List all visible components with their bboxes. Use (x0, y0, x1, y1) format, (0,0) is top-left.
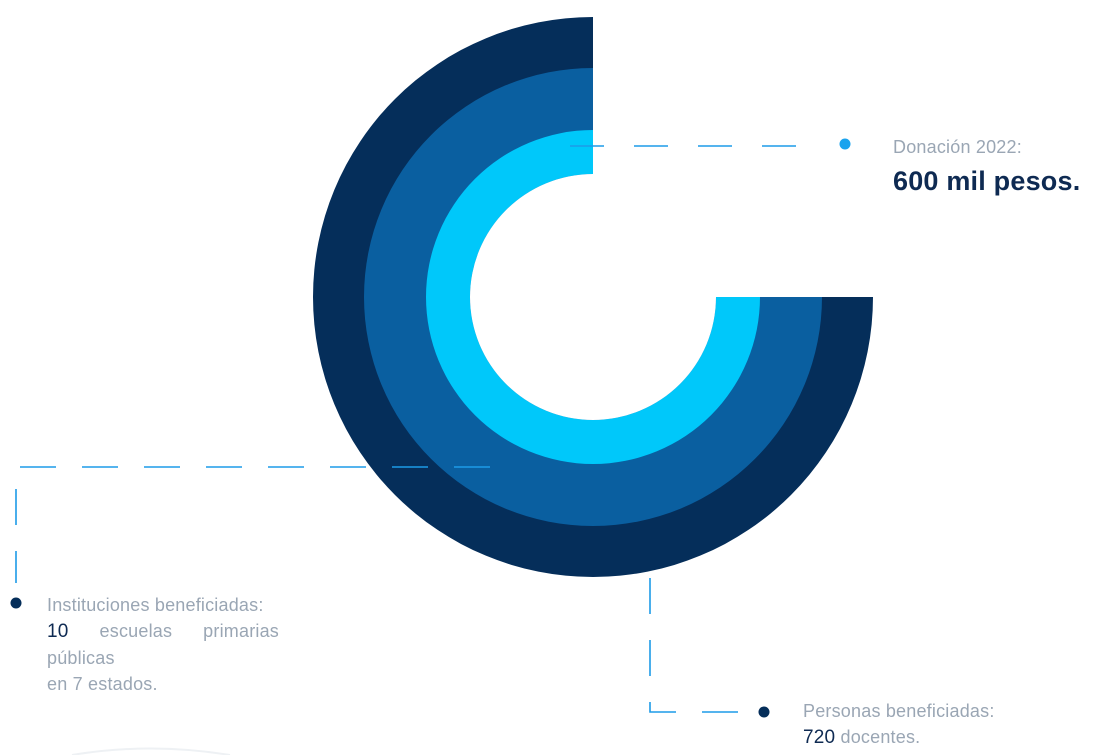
callout-institutions: Instituciones beneficiadas: 10 escuelas … (47, 592, 279, 697)
people-rest: docentes. (840, 727, 921, 747)
institutions-count: 10 (47, 621, 69, 642)
leader-lines (15, 145, 800, 713)
institutions-line2-rest: escuelas primarias públicas (47, 621, 279, 668)
donut-rings (313, 17, 873, 577)
callout-people: Personas beneficiadas: 720 docentes. (803, 698, 1063, 751)
people-label: Personas beneficiadas: (803, 701, 995, 721)
leader-line-institutions (15, 466, 490, 583)
people-line2: 720 docentes. (803, 724, 1063, 751)
institutions-label: Instituciones beneficiadas: (47, 595, 264, 615)
bullet-dot-icon (10, 597, 22, 609)
people-count: 720 (803, 727, 836, 748)
donation-label: Donación 2022: (893, 137, 1022, 157)
leader-line-people (649, 578, 760, 713)
decorative-arc (71, 747, 231, 755)
ring-center-hole (470, 174, 716, 420)
bullet-dot-icon (839, 138, 851, 150)
donation-value: 600 mil pesos. (893, 166, 1081, 196)
institutions-line3: en 7 estados. (47, 674, 158, 694)
bullet-dot-icon (758, 706, 770, 718)
institutions-line2: 10 escuelas primarias públicas (47, 618, 279, 671)
callout-donation: Donación 2022: 600 mil pesos. (893, 134, 1113, 198)
